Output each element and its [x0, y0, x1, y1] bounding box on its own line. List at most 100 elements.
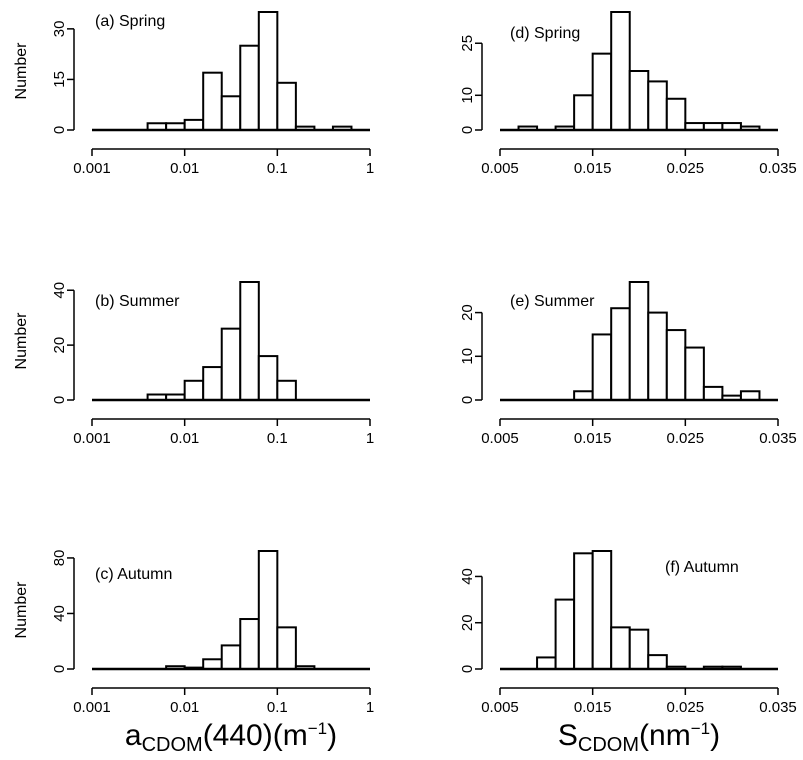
x-tick-label: 0.025: [667, 699, 705, 716]
y-tick-label: 80: [51, 550, 68, 567]
histogram-bar: [239, 44, 260, 131]
panel-title: (a) Spring: [95, 13, 165, 30]
panel-c: 0.001 0.01 0.1 1 0 40 80 Number (c) Autumn: [13, 550, 374, 716]
y-axis: 0 10 20: [459, 304, 483, 404]
histogram-bar: [647, 654, 668, 671]
histogram-bar: [220, 95, 242, 131]
histogram-bar: [739, 390, 761, 401]
histogram-bar: [239, 618, 260, 671]
y-tick-label: 40: [51, 605, 68, 622]
histogram-bar: [202, 71, 223, 131]
x-tick-label: 0.01: [170, 430, 199, 447]
histogram-bar: [276, 626, 297, 671]
y-tick-label: 0: [459, 665, 476, 673]
x-tick-label: 0.015: [574, 160, 612, 177]
histogram-bar: [684, 346, 705, 401]
y-tick-label: 15: [51, 71, 68, 88]
histogram-bars: [146, 11, 353, 132]
x-title-part: ): [327, 719, 337, 752]
x-tick-label: 0.005: [481, 160, 519, 177]
histogram-bar: [665, 97, 687, 132]
panel-e: 0.005 0.015 0.025 0.035 0 10 20 (e) Summer: [459, 281, 797, 447]
panel-title: (d) Spring: [510, 25, 580, 42]
y-tick-label: 10: [459, 87, 476, 104]
x-tick-label: 0.001: [73, 699, 111, 716]
y-tick-label: 0: [459, 126, 476, 134]
histogram-bar: [276, 81, 297, 132]
y-tick-label: 25: [459, 35, 476, 52]
x-tick-label: 1: [366, 699, 374, 716]
x-axis: 0.001 0.01 0.1 1: [73, 148, 374, 177]
y-axis: 0 10 25: [459, 35, 483, 134]
x-tick-label: 0.025: [667, 430, 705, 447]
y-tick-label: 20: [459, 304, 476, 321]
y-axis-label: Number: [13, 312, 30, 370]
x-tick-label: 0.1: [267, 160, 288, 177]
histogram-bar: [220, 327, 242, 401]
histogram-bar: [536, 656, 557, 671]
x-title-left: aCDOM(440)(m−1): [125, 719, 337, 756]
x-axis: 0.005 0.015 0.025 0.035: [481, 418, 797, 447]
histogram-bar: [202, 366, 223, 401]
y-tick-label: 40: [459, 568, 476, 585]
histogram-bar: [628, 70, 650, 131]
histogram-bar: [202, 658, 223, 670]
x-tick-label: 0.01: [170, 160, 199, 177]
x-tick-label: 0.005: [481, 699, 519, 716]
panel-d: 0.005 0.015 0.025 0.035 0 10 25 (d) Spring: [459, 11, 797, 177]
x-title-part: (440)(m: [203, 719, 308, 752]
y-axis-label: Number: [13, 42, 30, 100]
x-title-part: −1: [308, 719, 327, 738]
panel-a: 0.001 0.01 0.1 1 0 15 30 Number (a) Spring: [13, 11, 374, 177]
x-axis: 0.005 0.015 0.025 0.035: [481, 148, 797, 177]
x-tick-label: 0.01: [170, 699, 199, 716]
x-tick-label: 0.1: [267, 430, 288, 447]
histogram-bar: [573, 390, 594, 401]
x-tick-label: 0.035: [759, 160, 797, 177]
panel-title: (b) Summer: [95, 293, 180, 310]
y-axis: 0 20 40: [459, 568, 483, 673]
histogram-bars: [573, 281, 761, 402]
y-axis: 0 20 40: [51, 282, 75, 404]
histogram-bar: [591, 550, 613, 670]
y-tick-label: 0: [459, 396, 476, 404]
y-axis-label: Number: [13, 581, 30, 639]
histogram-bar: [183, 118, 205, 131]
x-tick-label: 0.035: [759, 430, 797, 447]
panel-f: 0.005 0.015 0.025 0.035 0 20 40 (f) Autumn: [459, 550, 797, 716]
x-title-right: SCDOM(nm−1): [558, 719, 720, 756]
histogram-bar: [591, 52, 613, 132]
histogram-bar: [239, 281, 260, 401]
histogram-bars: [517, 11, 761, 132]
histogram-bar: [257, 11, 279, 131]
histogram-bar: [628, 281, 650, 401]
y-tick-label: 30: [51, 21, 68, 38]
histogram-bar: [610, 626, 631, 671]
histogram-bar: [554, 598, 576, 671]
x-title-part: CDOM: [142, 734, 203, 756]
histogram-bar: [702, 385, 724, 401]
x-tick-label: 0.035: [759, 699, 797, 716]
histogram-bar: [610, 307, 631, 402]
histogram-bars: [165, 550, 316, 671]
histogram-bar: [610, 11, 631, 131]
histogram-bar: [591, 333, 613, 402]
panel-title: (e) Summer: [510, 293, 595, 310]
x-tick-label: 0.001: [73, 430, 111, 447]
x-title-part: (nm: [639, 719, 691, 752]
panel-title: (f) Autumn: [665, 559, 739, 576]
x-title-part: −1: [691, 719, 710, 738]
y-tick-label: 0: [51, 396, 68, 404]
y-tick-label: 0: [51, 126, 68, 134]
histogram-bar: [573, 552, 594, 670]
x-title-part: a: [125, 719, 142, 752]
x-title-part: S: [558, 719, 578, 752]
histogram-bar: [573, 94, 594, 132]
x-tick-label: 0.025: [667, 160, 705, 177]
y-tick-label: 10: [459, 348, 476, 365]
histogram-bar: [257, 550, 279, 670]
histogram-bar: [628, 628, 650, 671]
panel-title: (c) Autumn: [95, 566, 172, 583]
histogram-bar: [183, 379, 205, 402]
